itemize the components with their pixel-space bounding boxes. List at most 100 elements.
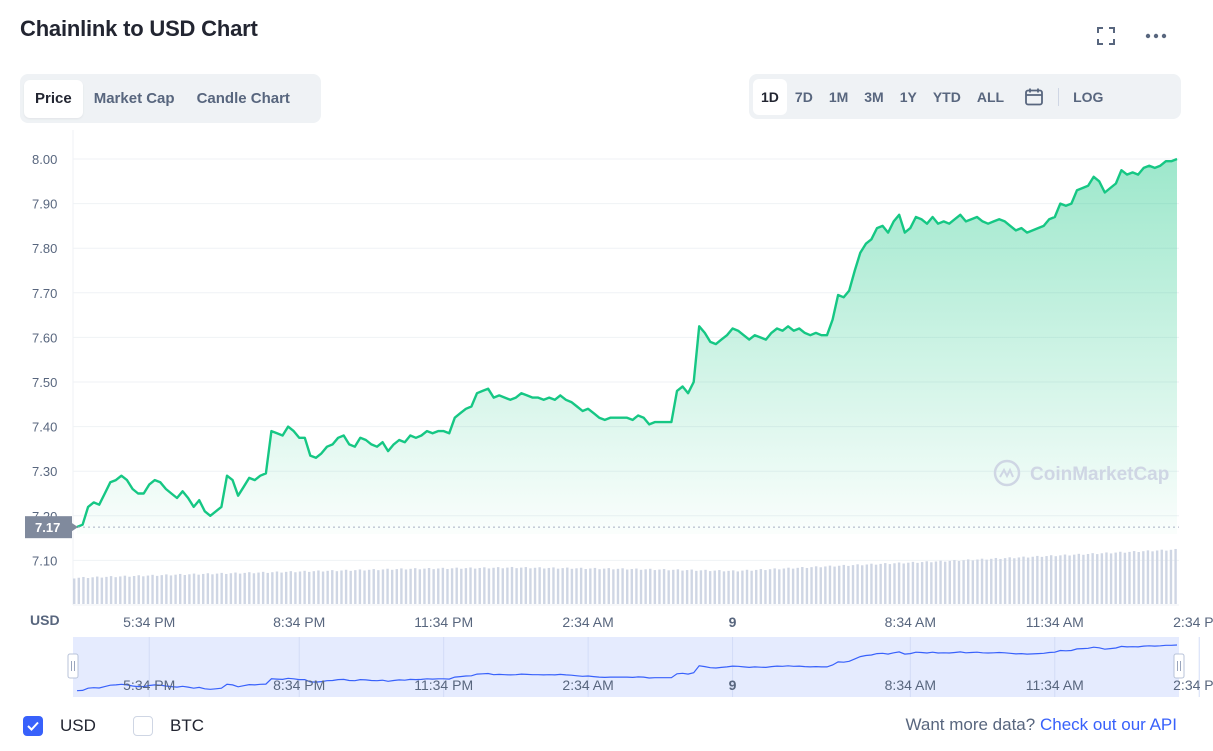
btc-checkbox[interactable] <box>133 716 153 736</box>
navigator-left-handle[interactable] <box>67 653 79 679</box>
usd-label: USD <box>60 716 96 735</box>
volume-bar <box>446 568 449 604</box>
usd-checkbox[interactable] <box>23 716 43 736</box>
volume-bar <box>478 567 481 604</box>
volume-bar <box>718 570 721 604</box>
volume-bar <box>805 567 809 604</box>
volume-bar <box>197 574 200 604</box>
volume-bar <box>1128 551 1131 604</box>
volume-bar <box>284 571 288 604</box>
volume-bar <box>621 568 624 604</box>
volume-bar <box>1109 553 1113 604</box>
usd-toggle[interactable]: USD <box>23 716 96 736</box>
volume-bar <box>206 573 210 604</box>
more-icon[interactable] <box>1144 24 1168 48</box>
y-tick-label: 7.10 <box>32 553 57 568</box>
y-tick-label: 7.60 <box>32 330 57 345</box>
volume-bar <box>884 563 887 604</box>
x-tick-label: 2:34 AM <box>562 614 613 630</box>
volume-bar <box>423 568 426 604</box>
volume-bar <box>566 567 569 604</box>
volume-bar <box>1008 557 1011 604</box>
volume-bar <box>137 575 140 604</box>
volume-bar <box>787 567 790 604</box>
volume-bar <box>833 566 836 604</box>
api-link[interactable]: Check out our API <box>1039 715 1177 734</box>
range-ytd[interactable]: YTD <box>932 88 961 105</box>
volume-bar <box>893 563 896 604</box>
volume-bar <box>335 571 339 604</box>
volume-bar <box>142 576 145 604</box>
range-3m[interactable]: 3M <box>864 88 884 105</box>
volume-bar <box>837 565 841 604</box>
volume-bar <box>1003 558 1007 604</box>
volume-bar <box>128 576 131 604</box>
fullscreen-icon[interactable] <box>1094 24 1118 48</box>
range-all[interactable]: ALL <box>976 88 1005 105</box>
volume-bar <box>400 568 403 604</box>
navigator-tick-label: 9 <box>729 677 737 693</box>
volume-bar <box>695 570 698 604</box>
volume-bar <box>778 569 781 604</box>
volume-bar <box>1013 558 1016 604</box>
volume-bar <box>1146 550 1150 604</box>
volume-bar <box>146 575 150 604</box>
coinmarketcap-logo-mark <box>999 467 1014 479</box>
volume-bar <box>556 568 560 604</box>
y-tick-label: 7.50 <box>32 375 57 390</box>
volume-bar <box>160 575 163 604</box>
range-7d[interactable]: 7D <box>794 88 813 105</box>
volume-bar <box>506 567 509 604</box>
tab-price[interactable]: Price <box>24 79 83 118</box>
volume-bar <box>1123 552 1127 604</box>
volume-bar <box>169 575 173 604</box>
volume-bar <box>1049 555 1053 604</box>
volume-bar <box>644 569 647 604</box>
x-tick-label: 11:34 PM <box>414 614 473 630</box>
volume-bar <box>741 570 744 604</box>
volume-bar <box>312 571 316 604</box>
volume-bar <box>358 569 362 604</box>
price-chart[interactable]: 8.007.907.807.707.607.507.407.307.207.10… <box>0 130 1213 700</box>
volume-bar <box>317 570 320 604</box>
volume-bar <box>460 568 463 604</box>
volume-bar <box>916 562 919 604</box>
volume-bar <box>736 571 739 604</box>
tab-candle-chart[interactable]: Candle Chart <box>196 90 290 107</box>
navigator-tick-label: 8:34 AM <box>885 677 936 693</box>
range-1d[interactable]: 1D <box>753 78 787 115</box>
log-scale-toggle[interactable]: LOG <box>1073 88 1104 105</box>
volume-bar <box>948 560 951 604</box>
volume-bar <box>727 570 730 604</box>
volume-bar <box>225 573 228 604</box>
volume-bar <box>653 570 657 604</box>
volume-bar <box>870 563 873 604</box>
volume-bar <box>1165 550 1168 604</box>
x-tick-label: 11:34 AM <box>1026 614 1084 630</box>
volume-bar <box>1132 551 1136 604</box>
volume-bar <box>999 558 1002 604</box>
range-1m[interactable]: 1M <box>828 88 849 105</box>
volume-bar <box>1073 554 1076 604</box>
tab-market-cap[interactable]: Market Cap <box>93 90 175 107</box>
volume-bar <box>713 570 716 604</box>
y-tick-label: 7.70 <box>32 286 57 301</box>
volume-bar <box>708 571 712 604</box>
btc-toggle[interactable]: BTC <box>133 716 204 736</box>
volume-bar <box>427 567 431 604</box>
volume-bar <box>782 568 786 604</box>
volume-bar <box>1151 551 1154 604</box>
range-1y[interactable]: 1Y <box>899 88 917 105</box>
open-price-tag-arrow <box>72 523 78 532</box>
volume-bar <box>386 568 389 604</box>
volume-bar <box>261 571 265 604</box>
volume-bar <box>455 567 458 604</box>
volume-bar <box>492 567 495 604</box>
volume-bar <box>1100 553 1104 604</box>
calendar-icon[interactable] <box>1016 79 1052 115</box>
volume-bar <box>354 570 357 604</box>
volume-bar <box>165 574 168 604</box>
navigator-right-handle[interactable] <box>1173 653 1185 679</box>
range-divider <box>1058 87 1060 106</box>
volume-bar <box>930 562 933 604</box>
